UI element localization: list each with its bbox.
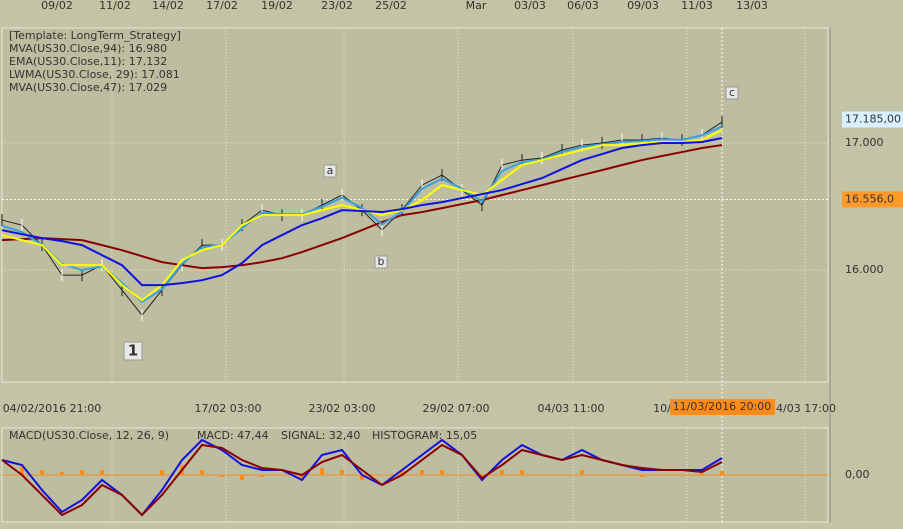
legend-entry: LWMA(US30.Close, 29): 17.081: [9, 68, 180, 81]
histogram-bar: [200, 470, 204, 475]
series-line: [1, 137, 723, 287]
price-label: 17.185,00: [845, 113, 901, 126]
legend-entry: EMA(US30.Close,11): 17.132: [9, 55, 167, 68]
histogram-bar: [700, 473, 704, 475]
histogram-bar: [300, 475, 304, 480]
top-date: 11/03: [681, 0, 713, 12]
price-panel: [1, 27, 829, 383]
top-date: 11/02: [99, 0, 131, 12]
histogram-bar: [240, 475, 244, 480]
x-label: 29/02 07:00: [423, 402, 490, 415]
series-line: [1, 144, 723, 270]
histogram-bar: [60, 472, 64, 475]
top-date: 17/02: [206, 0, 238, 12]
time-tag: [670, 399, 775, 415]
top-date: 25/02: [375, 0, 407, 12]
histogram-bar: [440, 470, 444, 475]
top-date: 06/03: [567, 0, 599, 12]
annotation-box: [323, 164, 337, 178]
histogram-bar: [260, 475, 264, 477]
x-label: 17/02 03:00: [195, 402, 262, 415]
histogram-bar: [40, 470, 44, 475]
annotation: a: [327, 164, 334, 177]
y-tick-label: 16.000: [845, 263, 884, 276]
y-tick-label: 17.000: [845, 136, 884, 149]
legend-entry: SIGNAL: 32,40: [281, 429, 360, 442]
histogram-bar: [400, 470, 404, 475]
x-label: 23/02 03:00: [309, 402, 376, 415]
histogram-bar: [320, 468, 324, 475]
legend-entry: HISTOGRAM: 15,05: [372, 429, 477, 442]
top-date: 03/03: [514, 0, 546, 12]
top-date: 09/03: [627, 0, 659, 12]
annotation: 1: [128, 342, 138, 360]
price-label: 16.556,0: [845, 192, 894, 205]
top-date: Mar: [466, 0, 487, 12]
x-label: 04/03 11:00: [538, 402, 605, 415]
histogram-bar: [720, 471, 724, 475]
price-tag: [842, 191, 903, 208]
legend-entry: MVA(US30.Close,47): 17.029: [9, 81, 167, 94]
histogram-bar: [480, 475, 484, 477]
annotation: b: [378, 255, 385, 268]
macd-title: MACD(US30.Close, 12, 26, 9): [9, 429, 169, 442]
x-label: 4/03 17:00: [776, 402, 836, 415]
histogram-bar: [220, 475, 224, 477]
top-date: 13/03: [736, 0, 768, 12]
histogram-bar: [340, 470, 344, 475]
histogram-bar: [520, 470, 524, 475]
histogram-bar: [160, 470, 164, 475]
top-date: 23/02: [321, 0, 353, 12]
histogram-bar: [640, 475, 644, 477]
y-tick-label: 0,00: [845, 468, 870, 481]
x-label: 10/: [653, 402, 671, 415]
x-label: 04/02/2016 21:00: [3, 402, 102, 415]
top-date: 14/02: [152, 0, 184, 12]
histogram-bar: [20, 465, 24, 475]
top-date: 19/02: [261, 0, 293, 12]
histogram-bar: [100, 470, 104, 475]
time-label: 11/03/2016 20:00: [673, 400, 772, 413]
annotation-box: [374, 255, 388, 269]
legend-entry: MVA(US30.Close,94): 16.980: [9, 42, 167, 55]
annotation-box: [725, 86, 739, 100]
price-tag: [842, 111, 903, 128]
series-line: [1, 443, 723, 517]
histogram-bar: [500, 470, 504, 475]
histogram-bar: [580, 470, 584, 475]
top-date: 09/02: [41, 0, 73, 12]
annotation: c: [729, 86, 735, 99]
histogram-bar: [360, 475, 364, 480]
template: [Template: LongTerm_Strategy]: [9, 29, 181, 42]
legend-entry: MACD: 47,44: [197, 429, 269, 442]
histogram-bar: [80, 470, 84, 475]
annotation-box: [123, 341, 143, 361]
histogram-bar: [420, 470, 424, 475]
